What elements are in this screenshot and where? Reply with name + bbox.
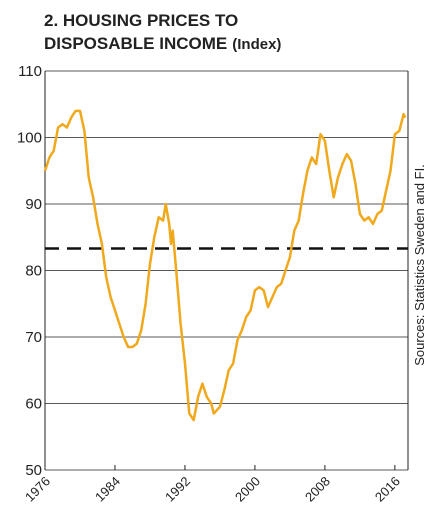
y-tick-label: 80 <box>25 263 42 280</box>
chart-title: 2. HOUSING PRICES TO <box>44 11 238 30</box>
title-text: DISPOSABLE INCOME <box>44 34 227 53</box>
x-tick-label: 1984 <box>92 474 123 505</box>
x-tick-label: 2016 <box>372 474 403 505</box>
y-tick-label: 110 <box>18 63 42 80</box>
x-tick-label: 2008 <box>302 474 333 505</box>
title-unit: (Index) <box>232 36 281 53</box>
y-tick-label: 100 <box>17 130 42 147</box>
source-note: Sources: Statistics Sweden and FI. <box>412 164 427 366</box>
data-line <box>43 109 407 422</box>
y-tick-label: 70 <box>25 329 42 346</box>
y-tick-label: 50 <box>25 462 42 479</box>
x-tick-label: 2000 <box>232 474 263 505</box>
y-tick-label: 60 <box>25 396 42 413</box>
chart-title: DISPOSABLE INCOME (Index) <box>44 34 281 53</box>
y-tick-label: 90 <box>25 196 42 213</box>
x-tick-label: 1992 <box>162 474 193 505</box>
